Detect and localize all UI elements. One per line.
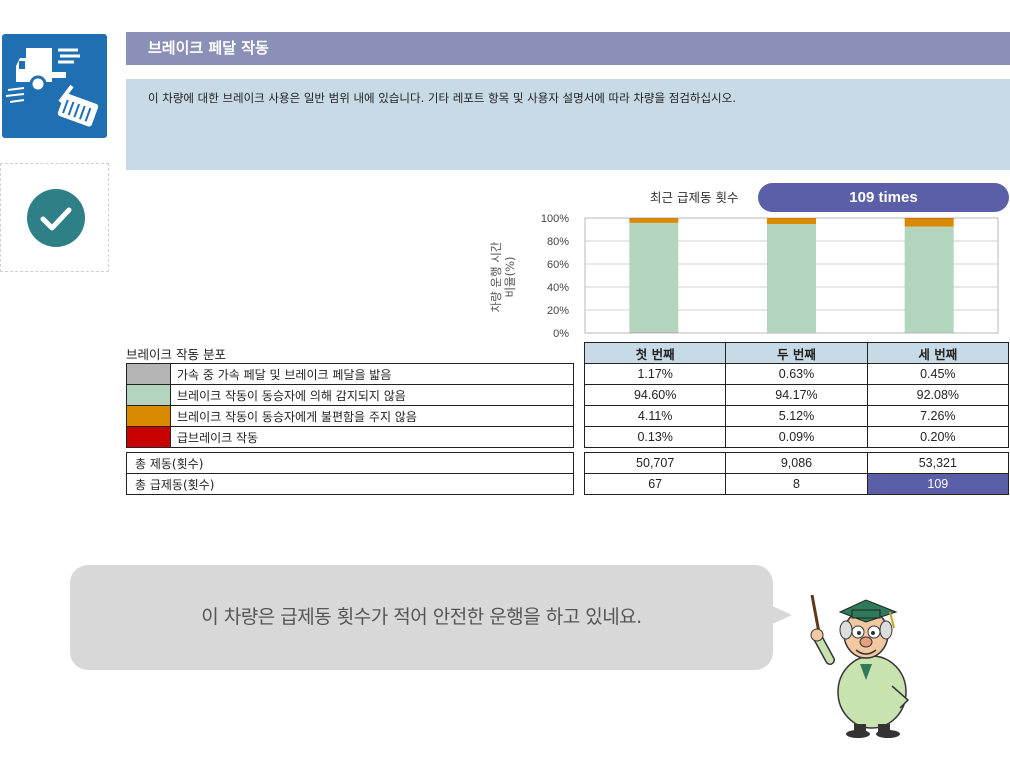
legend-swatch <box>126 363 171 385</box>
speech-bubble-text: 이 차량은 급제동 횟수가 적어 안전한 운행을 하고 있네요. <box>201 606 642 628</box>
table-row: 4.11% 5.12% 7.26% <box>583 405 1010 427</box>
table-cell: 92.08% <box>866 384 1010 406</box>
chart-y-axis-label: 차량 운행 시간 비율(%) <box>489 242 517 313</box>
section-title: 브레이크 페달 작동 <box>126 32 1010 65</box>
legend-label: 급브레이크 작동 <box>170 426 574 448</box>
legend-row: 가속 중 가속 페달 및 브레이크 페달을 밟음 <box>126 363 574 385</box>
distribution-title: 브레이크 작동 분포 <box>126 347 226 362</box>
table-cell: 0.13% <box>583 426 727 448</box>
y-axis-label-line-1: 차량 운행 시간 <box>489 241 503 313</box>
legend-swatch <box>126 426 171 448</box>
totals-label: 총 급제동(횟수) <box>126 473 574 495</box>
legend-swatch <box>126 384 171 406</box>
totals-label-table: 총 제동(횟수) 총 급제동(횟수) <box>126 452 574 495</box>
distribution-legend-table: 가속 중 가속 페달 및 브레이크 페달을 밟음 브레이크 작동이 동승자에 의… <box>126 363 574 448</box>
brake-pedal-truck-icon <box>2 34 107 138</box>
column-header: 첫 번째 <box>583 342 727 364</box>
table-row: 94.60% 94.17% 92.08% <box>583 384 1010 406</box>
totals-data-table: 50,707 9,086 53,321 67 8 109 <box>583 452 1010 495</box>
legend-row: 급브레이크 작동 <box>126 426 574 448</box>
recent-hard-brake-label: 최근 급제동 횟수 <box>650 190 739 205</box>
column-header: 두 번째 <box>725 342 868 364</box>
bar-segment <box>767 332 816 333</box>
bar-segment <box>767 218 816 224</box>
y-tick-label: 100% <box>541 213 569 225</box>
totals-cell: 9,086 <box>725 452 868 474</box>
description-text: 이 차량에 대한 브레이크 사용은 일반 범위 내에 있습니다. 기타 레포트 … <box>148 91 736 105</box>
y-tick-label: 0% <box>553 328 569 338</box>
y-tick-label: 40% <box>547 282 569 294</box>
totals-label: 총 제동(횟수) <box>126 452 574 474</box>
bar-segment <box>904 218 954 227</box>
totals-row: 총 급제동(횟수) <box>126 473 574 495</box>
bar-segment <box>904 226 954 333</box>
totals-cell: 67 <box>583 473 727 495</box>
table-cell: 0.45% <box>866 363 1010 385</box>
legend-label: 가속 중 가속 페달 및 브레이크 페달을 밟음 <box>170 363 574 385</box>
table-cell: 94.17% <box>725 384 868 406</box>
table-header-row: 첫 번째 두 번째 세 번째 <box>583 342 1010 364</box>
bar-segment <box>767 223 816 333</box>
legend-row: 브레이크 작동이 동승자에 의해 감지되지 않음 <box>126 384 574 406</box>
totals-row: 총 제동(횟수) <box>126 452 574 474</box>
column-header: 세 번째 <box>866 342 1010 364</box>
y-tick-label: 20% <box>547 305 569 317</box>
bar-segment <box>629 222 679 332</box>
table-cell: 1.17% <box>583 363 727 385</box>
totals-row: 67 8 109 <box>583 473 1010 495</box>
professor-mascot-icon <box>810 594 910 738</box>
totals-cell: 53,321 <box>866 452 1010 474</box>
status-check-panel <box>0 163 109 272</box>
recent-hard-brake-badge: 109 times <box>758 183 1009 212</box>
table-cell: 5.12% <box>725 405 868 427</box>
totals-cell: 50,707 <box>583 452 727 474</box>
speech-bubble-tail <box>770 605 792 625</box>
speech-bubble: 이 차량은 급제동 횟수가 적어 안전한 운행을 하고 있네요. <box>70 565 773 670</box>
y-tick-label: 60% <box>547 259 569 271</box>
bar-segment <box>904 332 954 333</box>
distribution-data-table: 첫 번째 두 번째 세 번째 1.17% 0.63% 0.45% 94.60% … <box>583 342 1010 448</box>
table-row: 0.13% 0.09% 0.20% <box>583 426 1010 448</box>
legend-swatch <box>126 405 171 427</box>
table-cell: 94.60% <box>583 384 727 406</box>
legend-row: 브레이크 작동이 동승자에게 불편함을 주지 않음 <box>126 405 574 427</box>
y-axis-label-line-2: 비율(%) <box>503 256 517 298</box>
brake-distribution-chart: 0% 20% 40% 60% 80% 100% <box>541 213 999 338</box>
table-row: 1.17% 0.63% 0.45% <box>583 363 1010 385</box>
bar-segment <box>629 331 679 333</box>
table-cell: 0.20% <box>866 426 1010 448</box>
legend-label: 브레이크 작동이 동승자에게 불편함을 주지 않음 <box>170 405 574 427</box>
totals-cell: 8 <box>725 473 868 495</box>
checkmark-icon <box>27 189 85 247</box>
table-cell: 4.11% <box>583 405 727 427</box>
table-cell: 0.63% <box>725 363 868 385</box>
legend-label: 브레이크 작동이 동승자에 의해 감지되지 않음 <box>170 384 574 406</box>
y-tick-label: 80% <box>547 236 569 248</box>
table-cell: 0.09% <box>725 426 868 448</box>
totals-row: 50,707 9,086 53,321 <box>583 452 1010 474</box>
bar-segment <box>629 218 679 223</box>
totals-cell-highlight: 109 <box>866 473 1010 495</box>
table-cell: 7.26% <box>866 405 1010 427</box>
description-panel: 이 차량에 대한 브레이크 사용은 일반 범위 내에 있습니다. 기타 레포트 … <box>126 79 1010 170</box>
